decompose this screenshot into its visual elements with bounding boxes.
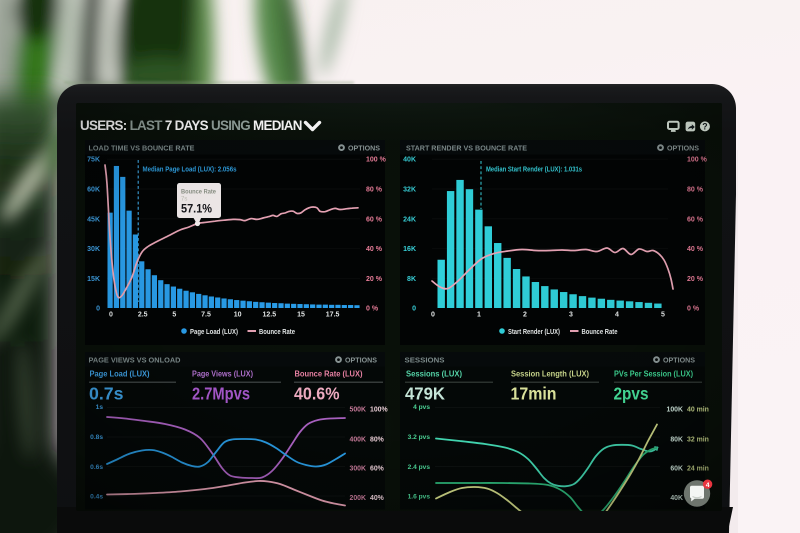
svg-text:4: 4 [706,482,710,489]
svg-text:?: ? [702,122,707,132]
